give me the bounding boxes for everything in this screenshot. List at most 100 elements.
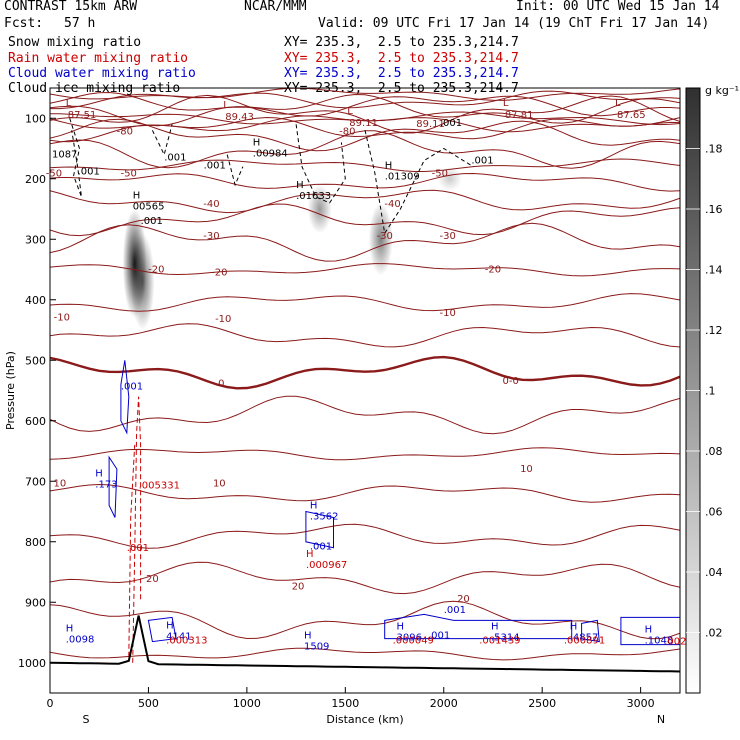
ice-value-7: .01633 <box>296 191 331 202</box>
cloud-water-value-5: 4141 <box>166 631 191 642</box>
cloud-water-label-8: .001 <box>428 631 450 642</box>
colorbar-tick-label-1: .04 <box>705 566 723 579</box>
ice-label-1: .001 <box>78 167 100 178</box>
field-name-snow: Snow mixing ratio <box>8 35 142 50</box>
rain-label-3: .000313 <box>166 635 207 646</box>
y-tick-label-5: 600 <box>25 415 46 428</box>
y-tick-label-7: 800 <box>25 536 46 549</box>
cloud-water-label-2: H <box>310 500 318 511</box>
ice-contour-0 <box>69 118 82 198</box>
cloud-water-label-6: H <box>304 631 312 642</box>
low-marker-2: L <box>347 106 353 117</box>
isotherm-label-16: 0 <box>218 379 224 390</box>
isotherm-16 <box>50 293 680 312</box>
ice-label-8: H <box>385 160 393 171</box>
low-value-5: 87.65 <box>617 110 646 121</box>
rain-label-0: .005331 <box>139 481 180 492</box>
cloud-water-label-11: H <box>570 621 578 632</box>
plot-frame <box>49 87 681 694</box>
snow-shading-1 <box>130 233 155 330</box>
valid-time: Valid: 09 UTC Fri 17 Jan 14 (19 ChT Fri … <box>318 16 710 31</box>
field-xy-cloud-water: XY= 235.3, 2.5 to 235.3,214.7 <box>284 66 519 81</box>
x-tick-label-0: 0 <box>47 697 54 710</box>
isotherm-19 <box>50 395 680 435</box>
y-tick-label-2: 300 <box>25 233 46 246</box>
isotherm-label-14: -10 <box>215 314 231 325</box>
rain-label-1: .001 <box>127 543 149 554</box>
ice-label-0: 1087 <box>52 150 77 161</box>
ice-contour-3 <box>151 124 173 157</box>
isotherm-label-22: 20 <box>292 581 305 592</box>
cloud-water-contour-4 <box>384 613 573 640</box>
ice-label-5: H <box>133 191 141 202</box>
isotherm-label-5: -40 <box>203 199 219 210</box>
snow-shading-4 <box>437 166 462 191</box>
colorbar-tick-label-3: .08 <box>705 445 723 458</box>
ice-value-4: .00984 <box>253 148 288 159</box>
ice-label-9: .001 <box>471 156 493 167</box>
low-marker-1: L <box>223 100 229 111</box>
field-xy-snow: XY= 235.3, 2.5 to 235.3,214.7 <box>284 35 519 50</box>
isotherm-2 <box>50 91 680 117</box>
rain-label-4: .000049 <box>393 635 434 646</box>
cloud-water-value-4: .0098 <box>66 634 95 645</box>
rain-label-2: H <box>306 549 314 560</box>
rain-contour-0 <box>132 396 142 663</box>
isotherm-label-13: -10 <box>54 313 70 324</box>
rain-label-6: .000891 <box>564 635 605 646</box>
cloud-water-value-11: .4857 <box>570 632 599 643</box>
isotherm-label-21: 20 <box>146 574 159 585</box>
x-axis-label: Distance (km) <box>326 713 403 726</box>
fcst-label: Fcst: <box>4 16 44 31</box>
field-xy-rain: XY= 235.3, 2.5 to 235.3,214.7 <box>284 51 519 66</box>
cloud-water-label-12: H <box>645 625 653 636</box>
cloud-water-value-10: .5314 <box>491 632 520 643</box>
cloud-water-label-1: H <box>95 468 103 479</box>
isotherm-label-2: -50 <box>46 169 62 180</box>
isotherm-label-23: 20 <box>457 594 470 605</box>
cloud-water-contour-2 <box>305 510 334 549</box>
y-tick-label-9: 1000 <box>18 657 46 670</box>
low-marker-0: L <box>66 98 72 109</box>
ice-contour-4 <box>226 154 244 187</box>
ice-contour-1 <box>295 124 346 204</box>
isotherm-label-8: -30 <box>377 231 393 242</box>
isotherm-15 <box>50 263 680 277</box>
cloud-water-value-2: .3562 <box>310 511 339 522</box>
ice-label-2: .001 <box>164 153 186 164</box>
isotherm-label-9: -30 <box>440 231 456 242</box>
isotherm-23 <box>50 561 680 595</box>
cloud-water-value-1: .173 <box>95 479 117 490</box>
x-tick-label-6: 3000 <box>627 697 655 710</box>
ice-label-4: H <box>253 137 261 148</box>
rain-contour-1 <box>128 444 136 657</box>
cloud-water-label-10: H <box>491 621 499 632</box>
x-end-label-left: S <box>83 713 90 726</box>
isotherm-20 <box>50 447 680 461</box>
colorbar-tick-label-4: .1 <box>705 385 716 398</box>
isotherm-7 <box>50 116 680 143</box>
ice-label-6: .001 <box>141 216 163 227</box>
isotherm-label-3: -50 <box>121 169 137 180</box>
cloud-water-label-4: H <box>66 623 74 634</box>
rain-label-7: .0023 <box>664 637 693 648</box>
y-tick-label-0: 100 <box>25 112 46 125</box>
isotherm-11 <box>50 172 680 192</box>
x-end-label-right: N <box>657 713 665 726</box>
isotherm-18 <box>50 355 680 390</box>
isotherm-label-1: -80 <box>339 126 355 137</box>
cloud-water-contour-1 <box>108 455 118 518</box>
low-value-3: 89.11 <box>416 119 445 130</box>
ice-contour-2 <box>364 130 474 235</box>
isotherm-10 <box>50 158 680 172</box>
org-label: NCAR/MMM <box>244 0 307 14</box>
terrain-line <box>50 615 680 673</box>
snow-shading-3 <box>368 202 393 276</box>
colorbar-tick-label-0: .02 <box>705 627 723 640</box>
ice-value-8: .01309 <box>385 171 420 182</box>
x-tick-label-4: 2000 <box>430 697 458 710</box>
isotherm-label-0: -80 <box>117 126 133 137</box>
rain-value-2: .000967 <box>306 560 347 571</box>
low-value-1: 89.43 <box>225 112 254 123</box>
isotherm-label-20: 10 <box>520 464 533 475</box>
